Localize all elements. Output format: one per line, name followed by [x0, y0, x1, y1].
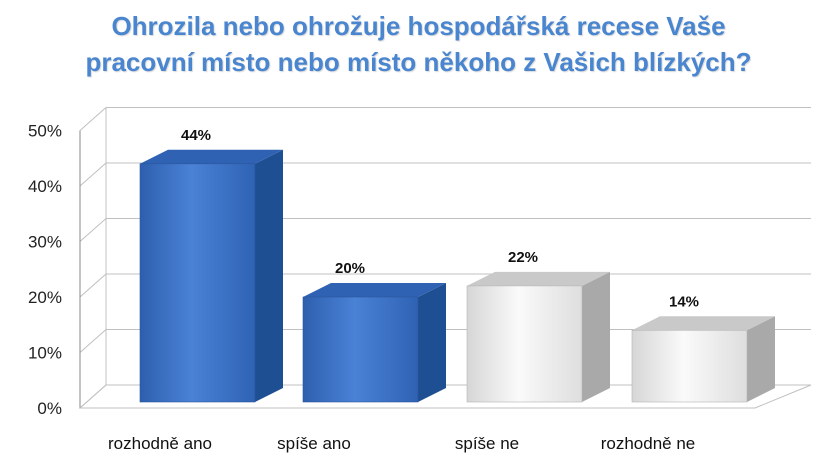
y-tick-label: 30%	[28, 233, 62, 252]
bar-top	[140, 149, 283, 164]
x-tick-label: spíše ne	[455, 434, 519, 453]
data-label: 14%	[669, 293, 699, 310]
y-tick-label: 10%	[28, 344, 62, 363]
x-tick-label: rozhodně ne	[601, 434, 696, 453]
gridline-slant	[79, 329, 107, 353]
chart-floor	[78, 384, 812, 409]
bar-top	[303, 283, 446, 297]
y-axis: 0% 10% 20% 30% 40% 50%	[28, 122, 62, 419]
bars	[139, 149, 775, 403]
bar-side	[418, 283, 446, 402]
bar-side	[582, 271, 610, 402]
bar-front	[466, 285, 583, 403]
bar-top	[467, 271, 610, 286]
chart-title: Ohrozila nebo ohrožuje hospodářská reces…	[0, 8, 837, 80]
bar-front	[139, 163, 256, 403]
gridline-slant	[79, 107, 107, 131]
bar-1	[139, 149, 283, 403]
data-labels: 44% 20% 22% 14%	[181, 127, 699, 310]
gridline-slant	[79, 273, 107, 298]
bar-side	[255, 149, 283, 402]
y-tick-label: 50%	[28, 122, 62, 141]
y-tick-label: 0%	[37, 399, 62, 418]
data-label: 20%	[335, 260, 365, 277]
bar-3	[466, 271, 610, 403]
bar-2	[302, 283, 446, 403]
x-tick-label: spíše ano	[277, 434, 351, 453]
chart-title-line-2: pracovní místo nebo místo někoho z Vašic…	[85, 47, 752, 77]
x-axis: rozhodně ano spíše ano spíše ne rozhodně ne	[108, 434, 695, 453]
x-tick-label: rozhodně ano	[108, 434, 212, 453]
bar-top	[632, 316, 775, 331]
gridline-slant	[79, 162, 107, 187]
bar-front	[302, 296, 419, 403]
data-label: 44%	[181, 127, 211, 144]
chart-title-line-1: Ohrozila nebo ohrožuje hospodářská reces…	[111, 11, 726, 41]
y-tick-label: 40%	[28, 177, 62, 196]
gridline-slant	[79, 218, 107, 242]
bar-front	[631, 329, 748, 403]
bar-side	[747, 316, 775, 402]
y-tick-label: 20%	[28, 288, 62, 307]
bar-4	[631, 316, 775, 403]
data-label: 22%	[508, 249, 538, 266]
